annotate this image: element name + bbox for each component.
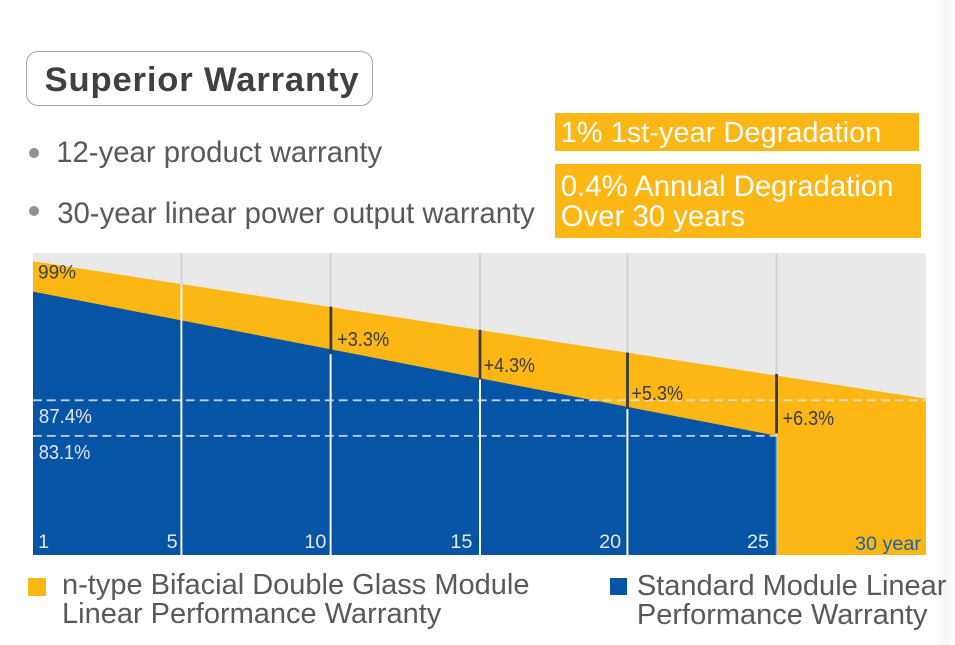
svg-text:1: 1 bbox=[38, 531, 49, 553]
svg-text:+3.3%: +3.3% bbox=[337, 329, 389, 351]
svg-text:5: 5 bbox=[167, 531, 178, 553]
svg-text:20: 20 bbox=[599, 531, 621, 553]
svg-text:30 year: 30 year bbox=[855, 533, 921, 555]
svg-text:+4.3%: +4.3% bbox=[484, 355, 535, 377]
svg-text:+6.3%: +6.3% bbox=[783, 408, 835, 430]
svg-text:99%: 99% bbox=[38, 262, 76, 283]
svg-text:87.4%: 87.4% bbox=[39, 406, 92, 428]
svg-text:10: 10 bbox=[304, 531, 326, 553]
svg-text:15: 15 bbox=[450, 531, 472, 553]
svg-text:+5.3%: +5.3% bbox=[631, 383, 683, 405]
svg-text:83.1%: 83.1% bbox=[39, 442, 91, 464]
svg-text:25: 25 bbox=[747, 531, 769, 553]
